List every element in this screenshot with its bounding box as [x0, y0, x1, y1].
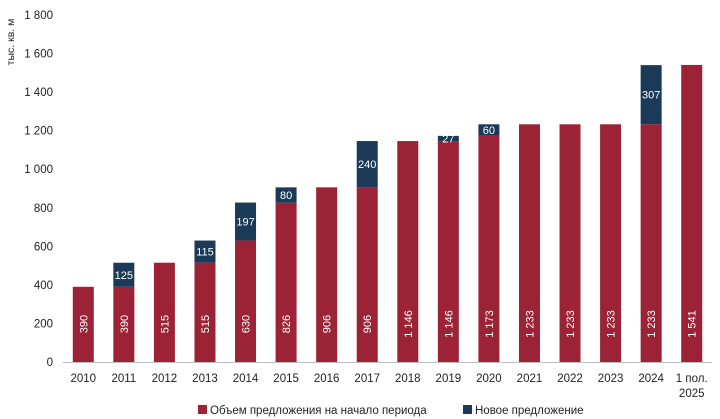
bar-existing-13 [600, 124, 622, 363]
x-tick-label: 2017 [354, 373, 380, 385]
x-tick-label: 2011 [111, 373, 136, 385]
bar-existing-14 [640, 124, 662, 363]
value-label-new: 27 [442, 133, 454, 145]
y-axis-label: тыс. кв. м [5, 19, 17, 66]
bar-existing-4 [235, 240, 257, 362]
bar-existing-5 [275, 202, 297, 362]
bar-new-3 [194, 240, 216, 263]
value-label-existing: 515 [159, 315, 171, 333]
x-tick-label: 2016 [314, 373, 340, 385]
legend-label-existing: Объем предложения на начало периода [210, 405, 427, 417]
value-label-existing: 1 146 [443, 310, 455, 338]
value-label-new: 240 [358, 159, 376, 171]
bars: 390 125 390 515 115 515 197 630 80 826 906 240 906 1 … [72, 64, 703, 363]
value-label-existing: 906 [322, 315, 334, 333]
value-label-existing: 390 [119, 315, 131, 333]
y-tick-label: 1 800 [24, 10, 53, 22]
value-label-new: 125 [115, 270, 133, 282]
y-tick-label: 200 [34, 318, 53, 330]
y-tick-label: 400 [34, 280, 53, 292]
legend: Объем предложения на начало периода Ново… [198, 405, 584, 417]
y-tick-label: 0 [47, 357, 53, 369]
bar-new-7 [356, 141, 378, 188]
bar-new-1 [113, 262, 135, 287]
bar-existing-3 [194, 262, 216, 362]
bar-new-10 [478, 124, 500, 136]
bar-existing-6 [316, 187, 338, 362]
value-label-new: 197 [236, 217, 254, 229]
x-tick-label: 2013 [192, 373, 218, 385]
bar-existing-15 [681, 64, 703, 362]
x-tick-label: 2015 [273, 373, 299, 385]
legend-swatch-new [463, 405, 472, 414]
bar-existing-0 [72, 286, 94, 362]
x-tick-label: 2023 [598, 373, 624, 385]
x-tick-label: 2014 [233, 373, 259, 385]
value-label-existing: 1 233 [565, 310, 577, 338]
value-label-existing: 1 173 [484, 310, 496, 338]
x-tick-label: 2020 [476, 373, 502, 385]
x-tick-label-line2: 2025 [679, 388, 705, 400]
value-label-existing: 515 [200, 315, 212, 333]
bar-existing-10 [478, 135, 500, 362]
bar-new-14 [640, 65, 662, 125]
value-label-existing: 826 [281, 315, 293, 333]
x-tick-label: 2018 [395, 373, 421, 385]
value-label-new: 115 [196, 247, 214, 259]
x-tick-label: 2024 [638, 373, 664, 385]
x-tick-label: 2012 [152, 373, 178, 385]
value-label-existing: 1 146 [403, 310, 415, 338]
value-label-existing: 630 [241, 315, 253, 333]
value-label-existing: 906 [362, 315, 374, 333]
x-tick-label: 1 пол. [676, 373, 708, 385]
x-tick-label: 2022 [557, 373, 583, 385]
value-label-new: 307 [642, 90, 660, 102]
x-axis: 2010 2011 2012 2013 2014 2015 2016 2017 2018 2019… [63, 362, 712, 400]
y-tick-label: 600 [34, 241, 53, 253]
y-tick-label: 1 000 [24, 164, 53, 176]
x-tick-label: 2019 [436, 373, 462, 385]
bar-existing-7 [356, 187, 378, 362]
y-tick-label: 1 400 [24, 87, 53, 99]
value-label-existing: 1 541 [687, 310, 699, 338]
value-label-existing: 1 233 [524, 310, 536, 338]
y-tick-label: 1 200 [24, 126, 53, 138]
bar-new-5 [275, 187, 297, 203]
y-tick-label: 1 600 [24, 49, 53, 61]
bar-new-4 [235, 202, 257, 241]
bar-existing-8 [397, 141, 419, 362]
legend-label-new: Новое предложение [475, 405, 584, 417]
y-tick-label: 800 [34, 203, 53, 215]
x-tick-label: 2010 [70, 373, 96, 385]
y-axis: 0 200 400 600 800 1 000 1 200 1 400 1 600 1 800 [24, 10, 53, 369]
bar-existing-1 [113, 286, 135, 362]
bar-existing-9 [437, 141, 459, 362]
bar-existing-12 [559, 124, 581, 363]
bar-existing-2 [153, 262, 175, 362]
value-label-new: 80 [280, 190, 292, 202]
x-tick-label: 2021 [517, 373, 543, 385]
bar-existing-11 [518, 124, 540, 363]
value-label-existing: 1 233 [606, 310, 618, 338]
value-label-new: 60 [483, 125, 495, 137]
value-label-existing: 390 [78, 315, 90, 333]
bar-new-9 [437, 135, 459, 142]
value-label-existing: 1 233 [646, 310, 658, 338]
legend-swatch-existing [198, 405, 207, 414]
